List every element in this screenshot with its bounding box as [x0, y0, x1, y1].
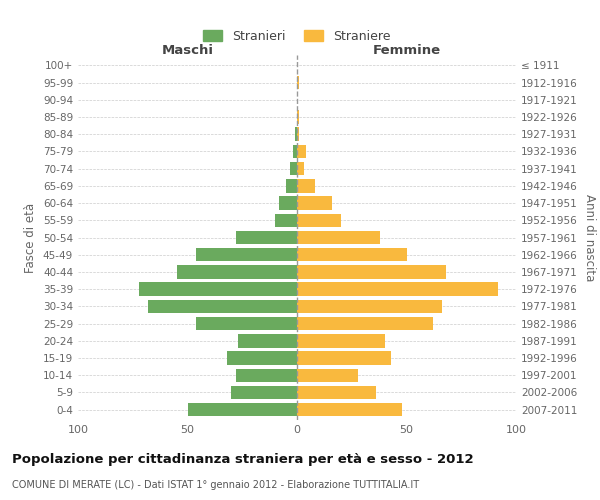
- Bar: [297, 403, 402, 416]
- Y-axis label: Anni di nascita: Anni di nascita: [583, 194, 596, 281]
- Bar: [297, 76, 299, 90]
- Bar: [232, 386, 297, 399]
- Bar: [275, 214, 297, 227]
- Y-axis label: Fasce di età: Fasce di età: [25, 202, 37, 272]
- Bar: [227, 352, 297, 364]
- Bar: [297, 334, 385, 347]
- Bar: [297, 248, 407, 262]
- Bar: [293, 144, 297, 158]
- Bar: [187, 403, 297, 416]
- Bar: [297, 386, 376, 399]
- Bar: [148, 300, 297, 313]
- Bar: [297, 128, 299, 141]
- Bar: [139, 282, 297, 296]
- Bar: [297, 196, 332, 210]
- Bar: [290, 162, 297, 175]
- Bar: [297, 144, 306, 158]
- Bar: [297, 162, 304, 175]
- Bar: [297, 300, 442, 313]
- Bar: [196, 248, 297, 262]
- Bar: [286, 179, 297, 192]
- Bar: [280, 196, 297, 210]
- Bar: [297, 214, 341, 227]
- Bar: [238, 334, 297, 347]
- Bar: [297, 317, 433, 330]
- Bar: [176, 265, 297, 278]
- Bar: [295, 128, 297, 141]
- Bar: [236, 368, 297, 382]
- Bar: [297, 282, 499, 296]
- Bar: [297, 231, 380, 244]
- Legend: Stranieri, Straniere: Stranieri, Straniere: [199, 24, 395, 48]
- Text: Femmine: Femmine: [373, 44, 440, 57]
- Bar: [297, 352, 391, 364]
- Text: Maschi: Maschi: [161, 44, 214, 57]
- Bar: [297, 179, 314, 192]
- Bar: [236, 231, 297, 244]
- Text: COMUNE DI MERATE (LC) - Dati ISTAT 1° gennaio 2012 - Elaborazione TUTTITALIA.IT: COMUNE DI MERATE (LC) - Dati ISTAT 1° ge…: [12, 480, 419, 490]
- Bar: [196, 317, 297, 330]
- Bar: [297, 265, 446, 278]
- Bar: [297, 368, 358, 382]
- Bar: [297, 110, 299, 124]
- Text: Popolazione per cittadinanza straniera per età e sesso - 2012: Popolazione per cittadinanza straniera p…: [12, 452, 473, 466]
